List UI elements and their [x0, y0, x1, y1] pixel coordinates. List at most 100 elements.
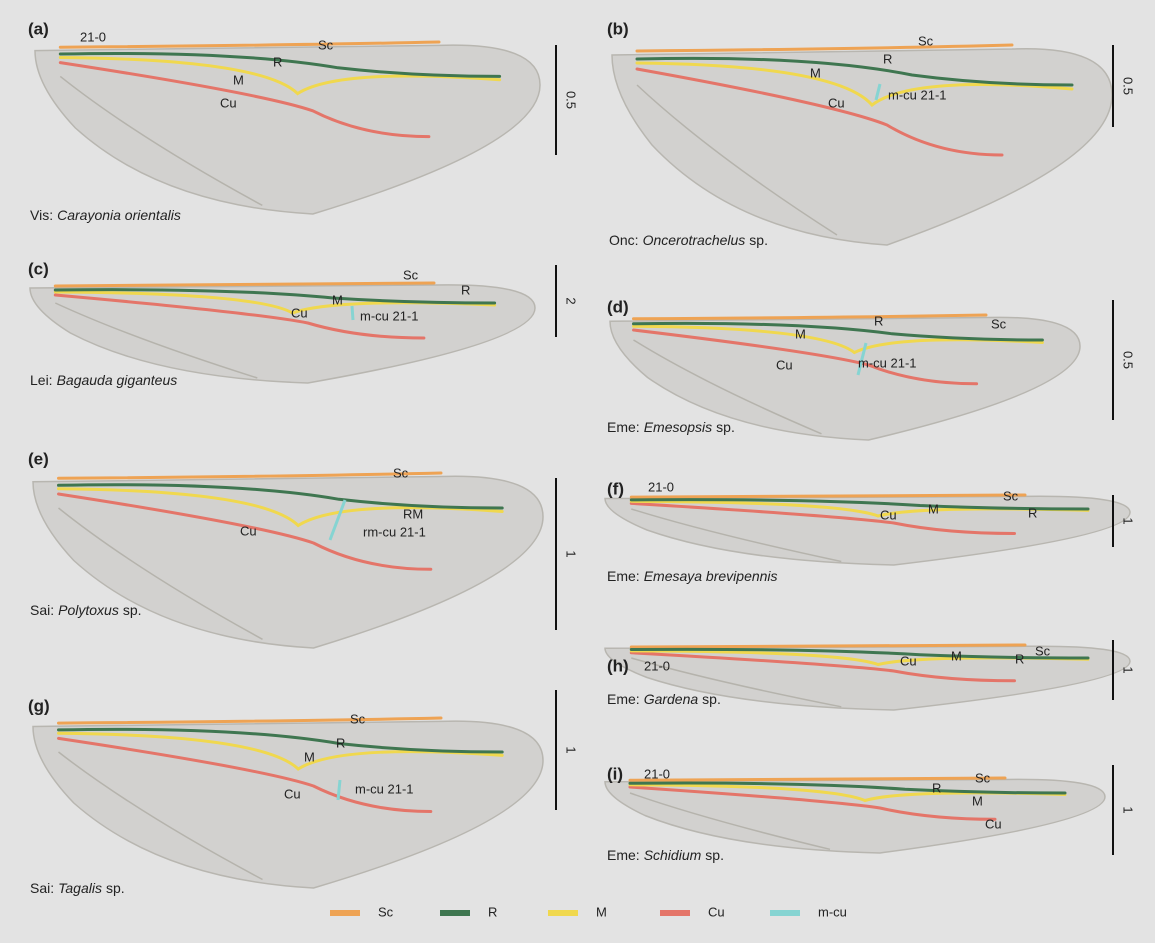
vein-label: m-cu 21-1 — [355, 781, 414, 796]
vein-label: M — [233, 72, 244, 87]
character-code: 21-0 — [648, 479, 674, 494]
figure: (a)21-00.5ScRMCuVis:Carayonia orientalis… — [0, 0, 1155, 938]
vein-label: Cu — [900, 653, 917, 668]
vein-label: Sc — [991, 316, 1007, 331]
vein-label: RM — [403, 506, 423, 521]
legend-label: Cu — [708, 904, 725, 919]
character-code: 21-0 — [80, 29, 106, 44]
caption-taxon: Gardena — [644, 691, 699, 707]
panel-label: (f) — [607, 479, 624, 498]
vein-label: R — [883, 51, 892, 66]
vein-label: R — [273, 54, 282, 69]
caption-suffix: sp. — [749, 232, 768, 248]
vein-label: Cu — [985, 816, 1002, 831]
scale-label: 1 — [1121, 517, 1136, 524]
legend-label: m-cu — [818, 904, 847, 919]
panel-label: (d) — [607, 297, 629, 316]
caption: Eme:Emesaya brevipennis — [607, 568, 778, 584]
panel-label: (b) — [607, 19, 629, 38]
panel-label: (g) — [28, 696, 50, 715]
vein-label: R — [932, 780, 941, 795]
vein-label: Cu — [240, 523, 257, 538]
vein-label: Sc — [350, 711, 366, 726]
vein-label: Sc — [318, 37, 334, 52]
vein-label: R — [1015, 651, 1024, 666]
vein-label: M — [304, 749, 315, 764]
caption-taxon: Tagalis — [58, 880, 102, 896]
panel-label: (i) — [607, 764, 623, 783]
legend-label: Sc — [378, 904, 394, 919]
scale-label: 1 — [1121, 666, 1136, 673]
scale-label: 0.5 — [1121, 351, 1136, 369]
caption: Eme:Schidiumsp. — [607, 847, 724, 863]
caption-taxon: Schidium — [644, 847, 702, 863]
character-code: 21-0 — [644, 658, 670, 673]
vein-label: Cu — [220, 95, 237, 110]
vein-label: Sc — [403, 267, 419, 282]
caption-suffix: sp. — [106, 880, 125, 896]
vein-label: Cu — [828, 95, 845, 110]
scale-label: 1 — [564, 550, 579, 557]
vein-label: m-cu 21-1 — [888, 87, 947, 102]
vein-label: Sc — [393, 465, 409, 480]
vein-label: M — [951, 648, 962, 663]
caption-suffix: sp. — [705, 847, 724, 863]
vein — [352, 306, 353, 320]
caption-group: Sai: — [30, 880, 54, 896]
caption-group: Vis: — [30, 207, 53, 223]
vein-label: R — [461, 282, 470, 297]
character-code: 21-0 — [644, 766, 670, 781]
caption-group: Eme: — [607, 419, 640, 435]
caption-suffix: sp. — [702, 691, 721, 707]
vein-label: rm-cu 21-1 — [363, 524, 426, 539]
caption-suffix: sp. — [123, 602, 142, 618]
panel-label: (c) — [28, 259, 49, 278]
vein-label: Cu — [291, 305, 308, 320]
scale-label: 1 — [564, 746, 579, 753]
vein-label: R — [336, 735, 345, 750]
caption-taxon: Emesopsis — [644, 419, 712, 435]
vein-label: Cu — [776, 357, 793, 372]
vein — [631, 645, 1025, 647]
caption: Sai:Tagalissp. — [30, 880, 125, 896]
vein-label: Sc — [1003, 488, 1019, 503]
caption-taxon: Emesaya brevipennis — [644, 568, 778, 584]
vein-label: M — [972, 793, 983, 808]
legend-label: R — [488, 904, 497, 919]
vein — [631, 495, 1025, 497]
panel-label: (a) — [28, 19, 49, 38]
caption-group: Eme: — [607, 691, 640, 707]
panel-label: (h) — [607, 656, 629, 675]
caption-taxon: Bagauda giganteus — [57, 372, 178, 388]
vein-label: Sc — [975, 770, 991, 785]
scale-label: 0.5 — [564, 91, 579, 109]
vein-label: M — [928, 501, 939, 516]
vein-label: Cu — [880, 507, 897, 522]
vein — [338, 780, 340, 800]
caption-group: Sai: — [30, 602, 54, 618]
vein-label: M — [332, 292, 343, 307]
caption: Lei:Bagauda giganteus — [30, 372, 177, 388]
scale-label: 2 — [564, 297, 579, 304]
vein-label: Cu — [284, 786, 301, 801]
vein-label: Sc — [1035, 643, 1051, 658]
caption-group: Lei: — [30, 372, 53, 388]
caption-taxon: Carayonia orientalis — [57, 207, 181, 223]
caption-taxon: Oncerotrachelus — [643, 232, 746, 248]
legend-label: M — [596, 904, 607, 919]
caption-suffix: sp. — [716, 419, 735, 435]
panel-label: (e) — [28, 449, 49, 468]
caption-taxon: Polytoxus — [58, 602, 119, 618]
vein-label: M — [810, 65, 821, 80]
caption-group: Onc: — [609, 232, 639, 248]
vein-label: m-cu 21-1 — [858, 355, 917, 370]
caption-group: Eme: — [607, 847, 640, 863]
vein-label: Sc — [918, 33, 934, 48]
vein-label: R — [1028, 505, 1037, 520]
scale-label: 0.5 — [1121, 77, 1136, 95]
caption-group: Eme: — [607, 568, 640, 584]
